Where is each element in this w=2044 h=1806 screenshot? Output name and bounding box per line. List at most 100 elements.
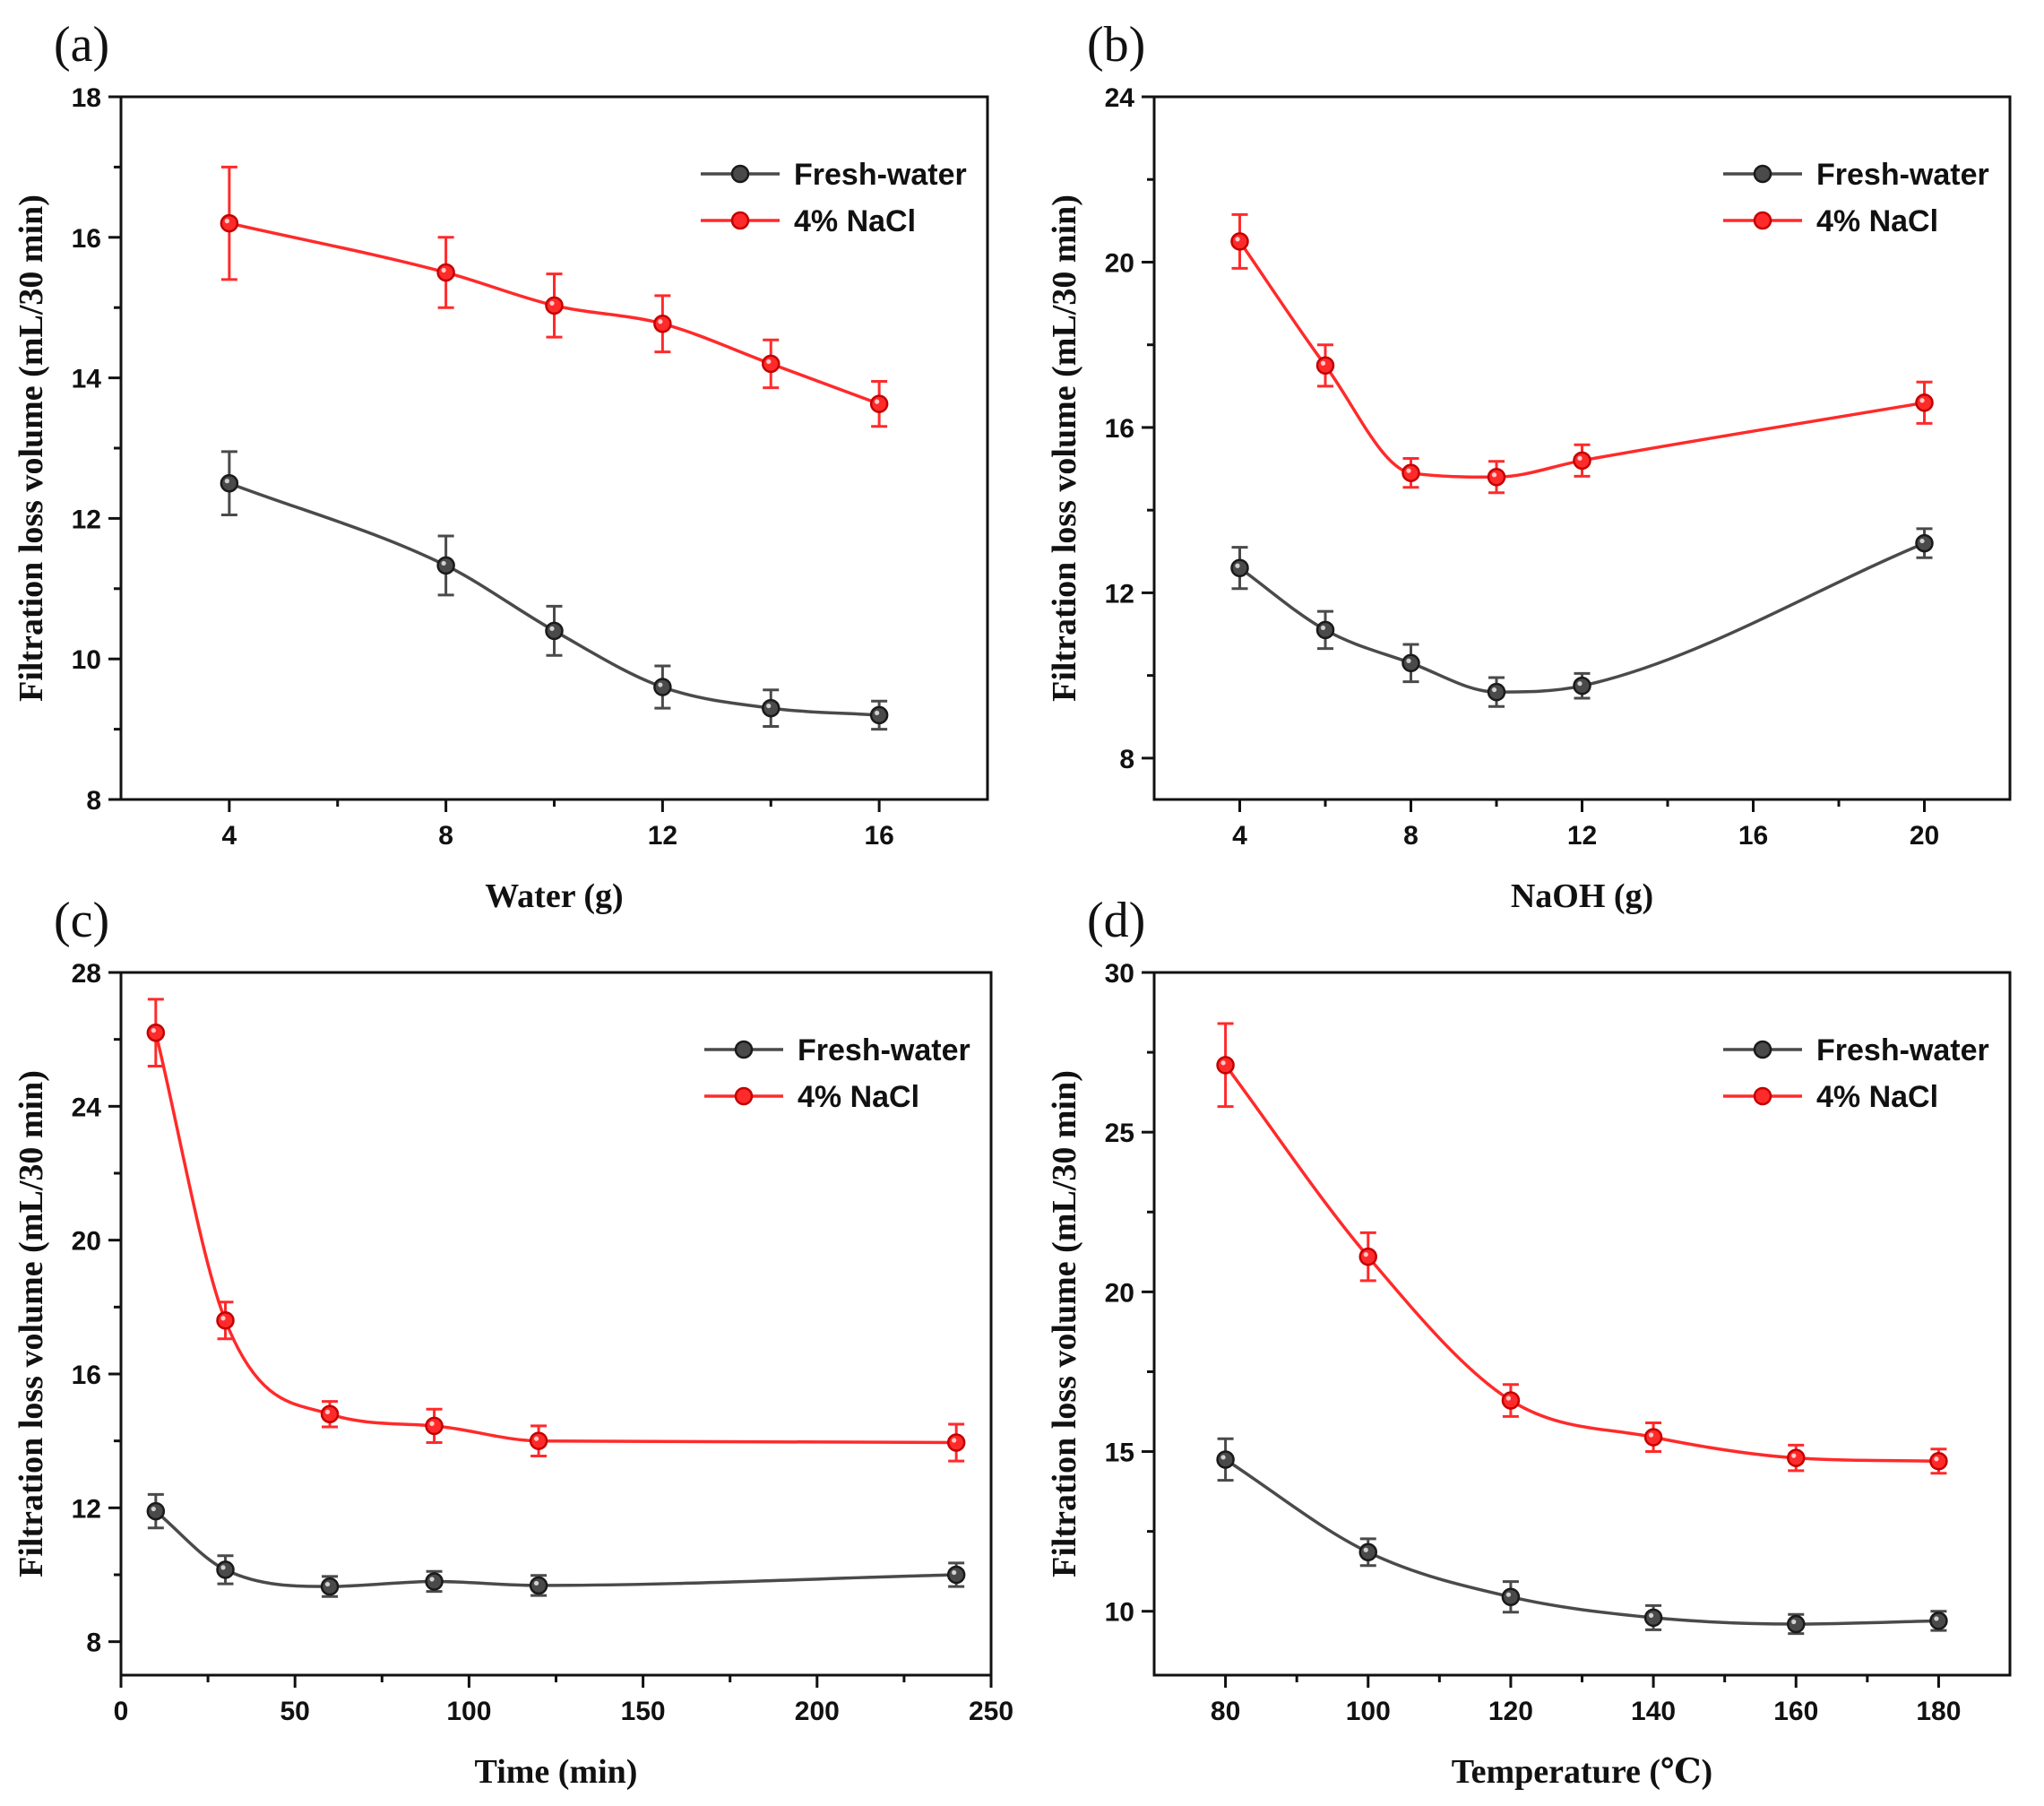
data-point-highlight xyxy=(1235,237,1240,242)
x-axis-label: Temperature (℃) xyxy=(1452,1753,1712,1791)
x-tick-label: 180 xyxy=(1916,1697,1961,1726)
data-point xyxy=(1230,558,1249,577)
plot-frame xyxy=(119,971,993,1677)
series-nacl xyxy=(146,998,966,1463)
data-point xyxy=(946,1433,966,1452)
x-tick-label: 4 xyxy=(222,821,237,851)
data-point-highlight xyxy=(1577,681,1583,687)
data-point xyxy=(1643,1428,1663,1447)
x-tick-label: 4 xyxy=(1232,821,1247,851)
x-tick-label: 12 xyxy=(648,821,677,851)
data-point xyxy=(1929,1612,1948,1630)
y-tick-label: 8 xyxy=(86,786,101,816)
legend-label: Fresh-water xyxy=(798,1033,970,1067)
data-point xyxy=(1573,676,1591,696)
data-point-highlight xyxy=(429,1421,435,1426)
series-line xyxy=(1238,240,1925,480)
data-point xyxy=(436,556,455,575)
y-tick-label: 12 xyxy=(72,1494,101,1524)
x-tick-label: 250 xyxy=(969,1697,1013,1726)
data-point xyxy=(869,705,889,725)
legend-label: 4% NaCl xyxy=(794,204,916,238)
series-fresh-water xyxy=(146,1492,966,1598)
data-point xyxy=(1915,393,1934,412)
data-point xyxy=(1358,1542,1377,1562)
series-line xyxy=(1238,541,1926,694)
data-point xyxy=(220,473,239,493)
data-point-highlight xyxy=(151,1506,156,1512)
legend-label: 4% NaCl xyxy=(1816,204,1938,238)
data-point xyxy=(1787,1448,1806,1467)
data-point xyxy=(1216,1056,1235,1075)
series-line xyxy=(1224,1458,1939,1626)
x-tick-label: 0 xyxy=(114,1697,129,1726)
data-point-highlight xyxy=(1648,1432,1654,1438)
y-axis-label: Filtration loss volume (mL/30 min) xyxy=(13,194,50,702)
x-tick-label: 150 xyxy=(621,1697,666,1726)
y-tick-label: 8 xyxy=(1119,745,1134,774)
y-tick-label: 20 xyxy=(1105,248,1134,278)
data-point-highlight xyxy=(1220,1455,1226,1460)
data-point xyxy=(436,263,455,282)
series-fresh-water xyxy=(1230,527,1934,708)
data-point xyxy=(545,296,564,315)
panel-c: (c) 8 12 16 20 24 28 0 50 100 150 200 250 Time (min) F… xyxy=(13,893,1013,1791)
data-point xyxy=(1929,1451,1948,1471)
data-point xyxy=(946,1565,966,1585)
data-point-highlight xyxy=(1363,1252,1368,1257)
series-line xyxy=(154,1032,957,1445)
data-point xyxy=(869,394,889,413)
y-tick-label: 16 xyxy=(72,224,101,254)
y-axis-label: Filtration loss volume (mL/30 min) xyxy=(1046,1070,1083,1577)
y-tick-label: 15 xyxy=(1105,1439,1134,1468)
data-point-highlight xyxy=(1505,1396,1512,1401)
data-point-highlight xyxy=(1406,658,1411,663)
data-point xyxy=(1401,653,1420,673)
data-point-highlight xyxy=(766,359,772,365)
series-fresh-water xyxy=(220,450,889,731)
x-tick-label: 140 xyxy=(1631,1697,1676,1726)
x-tick-label: 50 xyxy=(280,1697,310,1726)
series-fresh-water xyxy=(1216,1437,1948,1636)
y-tick-label: 10 xyxy=(72,645,101,675)
legend-marker xyxy=(734,1086,754,1106)
x-tick-label: 120 xyxy=(1488,1697,1533,1726)
data-point xyxy=(1487,468,1506,487)
legend-marker xyxy=(730,164,750,184)
legend-label: Fresh-water xyxy=(1816,158,1989,192)
data-point xyxy=(545,621,564,641)
y-tick-label: 10 xyxy=(1105,1598,1134,1628)
series-line xyxy=(1224,1064,1939,1463)
data-point-highlight xyxy=(220,1565,226,1570)
data-point xyxy=(1573,451,1591,471)
data-point-highlight xyxy=(1934,1456,1939,1462)
y-tick-label: 25 xyxy=(1105,1119,1134,1148)
data-point xyxy=(1216,1450,1235,1469)
x-tick-label: 8 xyxy=(1403,821,1419,851)
y-tick-label: 20 xyxy=(72,1227,101,1257)
data-point-highlight xyxy=(875,710,880,716)
x-tick-label: 100 xyxy=(446,1697,491,1726)
data-point-highlight xyxy=(1320,625,1326,631)
panel-label: (c) xyxy=(54,893,109,948)
series-nacl xyxy=(1230,212,1934,495)
data-point xyxy=(1915,533,1934,553)
legend-marker xyxy=(730,211,750,230)
data-point xyxy=(1501,1391,1521,1410)
data-point-highlight xyxy=(658,682,663,687)
legend-label: Fresh-water xyxy=(1816,1033,1989,1067)
data-point-highlight xyxy=(533,1436,539,1441)
data-point xyxy=(762,698,781,718)
data-point-highlight xyxy=(324,1409,331,1414)
y-tick-label: 24 xyxy=(72,1093,102,1122)
panel-label: (d) xyxy=(1087,893,1145,948)
legend-label: Fresh-water xyxy=(794,158,967,192)
legend: Fresh-water 4% NaCl xyxy=(1723,158,1989,238)
data-point xyxy=(1487,682,1506,702)
data-point xyxy=(320,1577,340,1596)
panel-b: (b) 8 12 16 20 24 4 8 12 16 20 NaOH (g) Filtration l… xyxy=(1046,17,2012,915)
data-point xyxy=(320,1404,340,1424)
x-tick-label: 16 xyxy=(1738,821,1768,851)
data-point-highlight xyxy=(549,626,555,631)
x-tick-label: 20 xyxy=(1910,821,1939,851)
